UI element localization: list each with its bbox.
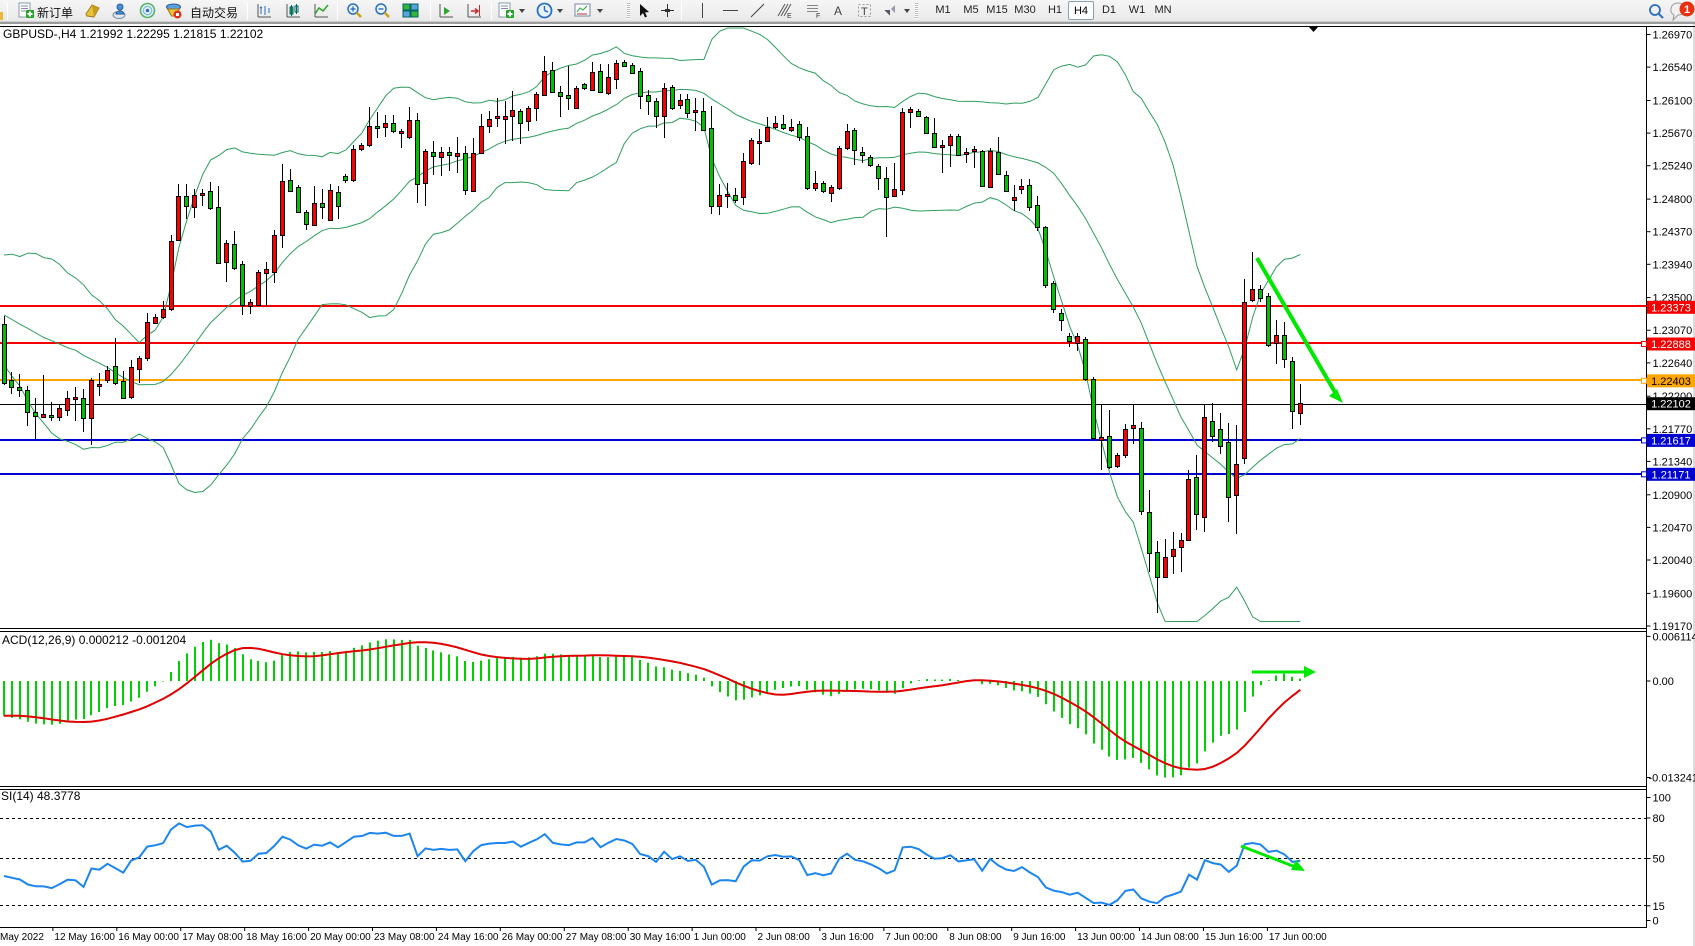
svg-text:20 May 00:00: 20 May 00:00 <box>310 932 371 943</box>
svg-text:1.23070: 1.23070 <box>1653 325 1693 337</box>
svg-text:0.006114: 0.006114 <box>1653 631 1695 643</box>
svg-text:A: A <box>834 4 842 18</box>
svg-text:1.23940: 1.23940 <box>1653 259 1693 271</box>
svg-text:9 Jun 16:00: 9 Jun 16:00 <box>1013 932 1066 943</box>
svg-text:3 Jun 16:00: 3 Jun 16:00 <box>821 932 874 943</box>
svg-text:-0.013241: -0.013241 <box>1649 773 1695 785</box>
svg-text:15: 15 <box>1653 901 1665 913</box>
svg-text:15 Jun 16:00: 15 Jun 16:00 <box>1205 932 1263 943</box>
svg-text:13 Jun 00:00: 13 Jun 00:00 <box>1077 932 1135 943</box>
svg-text:1.26970: 1.26970 <box>1653 30 1693 42</box>
svg-text:1.19600: 1.19600 <box>1653 588 1693 600</box>
svg-text:26 May 00:00: 26 May 00:00 <box>502 932 563 943</box>
svg-text:T: T <box>861 6 868 18</box>
svg-text:17 Jun 00:00: 17 Jun 00:00 <box>1269 932 1327 943</box>
svg-text:0.00: 0.00 <box>1653 676 1674 688</box>
svg-text:18 May 16:00: 18 May 16:00 <box>246 932 307 943</box>
svg-text:1.25670: 1.25670 <box>1653 128 1693 140</box>
svg-text:May 2022: May 2022 <box>0 932 44 943</box>
svg-text:1.21171: 1.21171 <box>1652 469 1691 481</box>
svg-text:27 May 08:00: 27 May 08:00 <box>566 932 627 943</box>
svg-text:1.21770: 1.21770 <box>1653 424 1693 436</box>
svg-text:12 May 16:00: 12 May 16:00 <box>54 932 115 943</box>
svg-text:1.20470: 1.20470 <box>1653 522 1693 534</box>
svg-text:1.20900: 1.20900 <box>1653 490 1693 502</box>
svg-text:1.22888: 1.22888 <box>1651 339 1691 351</box>
svg-text:50: 50 <box>1653 854 1665 866</box>
svg-text:1.26100: 1.26100 <box>1653 96 1693 108</box>
svg-text:1.25240: 1.25240 <box>1653 161 1693 173</box>
svg-text:80: 80 <box>1653 813 1665 825</box>
svg-text:1 Jun 00:00: 1 Jun 00:00 <box>694 932 747 943</box>
svg-text:1.26540: 1.26540 <box>1653 62 1693 74</box>
svg-text:1.23373: 1.23373 <box>1651 302 1691 314</box>
svg-text:16 May 00:00: 16 May 00:00 <box>118 932 179 943</box>
svg-text:ACD(12,26,9) 0.000212 -0.00120: ACD(12,26,9) 0.000212 -0.001204 <box>2 633 186 647</box>
svg-text:GBPUSD-,H4 1.21992 1.22295 1.: GBPUSD-,H4 1.21992 1.22295 1.21815 1.221… <box>3 27 264 41</box>
svg-text:8 Jun 08:00: 8 Jun 08:00 <box>949 932 1002 943</box>
svg-text:1.21617: 1.21617 <box>1651 435 1691 447</box>
svg-text:7 Jun 00:00: 7 Jun 00:00 <box>885 932 938 943</box>
svg-text:E: E <box>787 13 792 19</box>
svg-text:14 Jun 08:00: 14 Jun 08:00 <box>1141 932 1199 943</box>
svg-text:1.22640: 1.22640 <box>1653 358 1693 370</box>
svg-text:1.21340: 1.21340 <box>1653 456 1693 468</box>
svg-text:1.19170: 1.19170 <box>1653 621 1693 633</box>
svg-text:2 Jun 08:00: 2 Jun 08:00 <box>758 932 811 943</box>
svg-text:F: F <box>816 13 820 19</box>
svg-text:1: 1 <box>1684 4 1690 16</box>
svg-text:1.22102: 1.22102 <box>1651 399 1691 411</box>
svg-text:1.22403: 1.22403 <box>1651 376 1691 388</box>
svg-text:1.24370: 1.24370 <box>1653 227 1693 239</box>
svg-text:1.24800: 1.24800 <box>1653 194 1693 206</box>
svg-text:0: 0 <box>1653 916 1659 928</box>
svg-text:1.20040: 1.20040 <box>1653 555 1693 567</box>
svg-text:30 May 16:00: 30 May 16:00 <box>630 932 691 943</box>
svg-text:24 May 16:00: 24 May 16:00 <box>438 932 499 943</box>
svg-text:17 May 08:00: 17 May 08:00 <box>182 932 243 943</box>
svg-text:SI(14) 48.3778: SI(14) 48.3778 <box>1 789 81 803</box>
svg-text:23 May 08:00: 23 May 08:00 <box>374 932 435 943</box>
svg-text:100: 100 <box>1653 793 1671 805</box>
